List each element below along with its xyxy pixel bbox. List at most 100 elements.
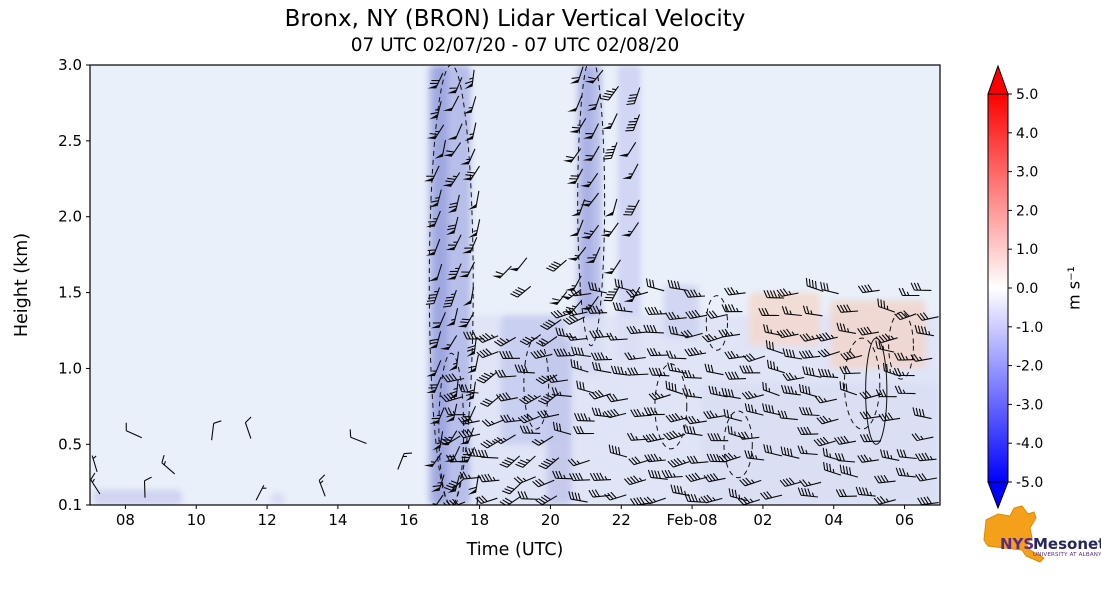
wind-barb: [499, 350, 521, 359]
wind-barb: [460, 312, 475, 328]
colorbar-extend-min: [987, 481, 1009, 510]
wind-barb: [442, 373, 465, 383]
x-axis-label: Time (UTC): [466, 540, 564, 560]
wind-barb: [623, 199, 640, 216]
wind-barb: [680, 329, 703, 339]
wind-barb: [458, 383, 479, 394]
wind-barb-pennant: [428, 343, 438, 349]
x-tick-label: 06: [895, 511, 914, 529]
wind-barb-pennant: [586, 106, 597, 111]
wind-barb: [646, 348, 668, 357]
wind-barb: [499, 455, 521, 468]
wind-barb: [727, 425, 746, 440]
wind-barb: [875, 340, 895, 353]
wind-barb: [397, 452, 413, 470]
x-tick-label: 12: [258, 511, 277, 529]
wind-barb: [797, 445, 818, 456]
wind-barb-pennant: [621, 233, 632, 237]
wind-barb: [857, 326, 879, 336]
wind-barb: [562, 314, 586, 325]
wind-barb: [875, 333, 898, 344]
wind-barb: [429, 331, 442, 348]
y-tick-label: 2.0: [58, 208, 82, 226]
wind-barb: [537, 409, 560, 419]
wind-barb: [446, 454, 468, 463]
wind-barb: [532, 478, 555, 488]
x-tick-label: 02: [753, 511, 772, 529]
wind-barb: [911, 433, 934, 442]
wind-barb: [802, 366, 822, 378]
wind-barb: [586, 305, 608, 314]
wind-barb: [587, 69, 604, 84]
wind-barb: [567, 289, 582, 300]
wind-barb: [776, 328, 799, 339]
wind-barb: [762, 381, 780, 397]
y-tick-label: 2.5: [58, 132, 82, 150]
velocity-contour: [843, 337, 881, 430]
wind-barb: [896, 449, 917, 460]
wind-barb: [464, 447, 486, 458]
wind-barb: [500, 414, 522, 423]
wind-barb: [721, 304, 743, 313]
wind-barb: [739, 477, 762, 487]
wind-barb: [448, 194, 460, 212]
wind-barb: [895, 467, 916, 478]
wind-barb: [737, 431, 760, 440]
logo-org-name: Mesonet: [1033, 535, 1101, 553]
velocity-contour: [438, 352, 465, 505]
wind-barb-pennant: [464, 135, 474, 141]
wind-barb: [576, 380, 595, 394]
wind-barb: [835, 489, 857, 498]
wind-barb: [874, 474, 896, 484]
wind-barb: [458, 428, 481, 439]
wind-barb: [893, 367, 915, 377]
wind-barb-pennant: [431, 487, 441, 492]
wind-barb: [590, 352, 613, 361]
wind-barb: [576, 219, 584, 236]
wind-barb: [573, 412, 595, 422]
wind-barb: [763, 290, 785, 299]
y-tick-label: 0.1: [58, 496, 82, 514]
wind-barb: [703, 473, 726, 483]
y-axis-label: Height (km): [12, 232, 32, 338]
wind-barb: [444, 407, 466, 416]
wind-barb: [683, 289, 706, 298]
chart-subtitle: 07 UTC 02/07/20 - 07 UTC 02/08/20: [350, 35, 680, 56]
wind-barb-pennant: [432, 444, 441, 451]
wind-barb: [670, 484, 690, 497]
wind-barb-pennant: [426, 389, 436, 393]
wind-barb: [589, 329, 611, 339]
x-tick-label: 20: [541, 511, 560, 529]
wind-barb: [894, 385, 916, 395]
wind-barb: [840, 350, 863, 361]
wind-barb: [643, 324, 664, 334]
wind-barb: [555, 327, 575, 339]
wind-barb: [475, 495, 498, 505]
wind-barb: [477, 473, 500, 483]
wind-barb-pennant: [492, 275, 503, 279]
wind-barb: [643, 407, 665, 416]
velocity-shading-blob: [582, 65, 593, 323]
ny-state-icon: [983, 505, 1045, 563]
wind-barb-pennant: [428, 276, 438, 282]
wind-barb: [763, 324, 783, 337]
wind-barb: [822, 447, 841, 462]
wind-barb: [682, 425, 703, 436]
wind-barb-pennant: [439, 346, 450, 350]
wind-barb: [569, 288, 592, 297]
wind-barb: [550, 309, 573, 319]
wind-barb: [571, 118, 587, 134]
wind-barb: [777, 410, 798, 421]
velocity-contour: [577, 65, 606, 347]
wind-barb-pennant: [569, 231, 579, 237]
wind-barb: [836, 322, 856, 334]
wind-barb-pennant: [622, 175, 632, 179]
wind-barb: [644, 453, 666, 463]
wind-barb: [737, 496, 761, 505]
wind-barb: [782, 372, 805, 381]
wind-barb-pennant: [458, 273, 469, 278]
wind-barb-pennant: [567, 107, 577, 112]
wind-barb: [495, 392, 518, 402]
